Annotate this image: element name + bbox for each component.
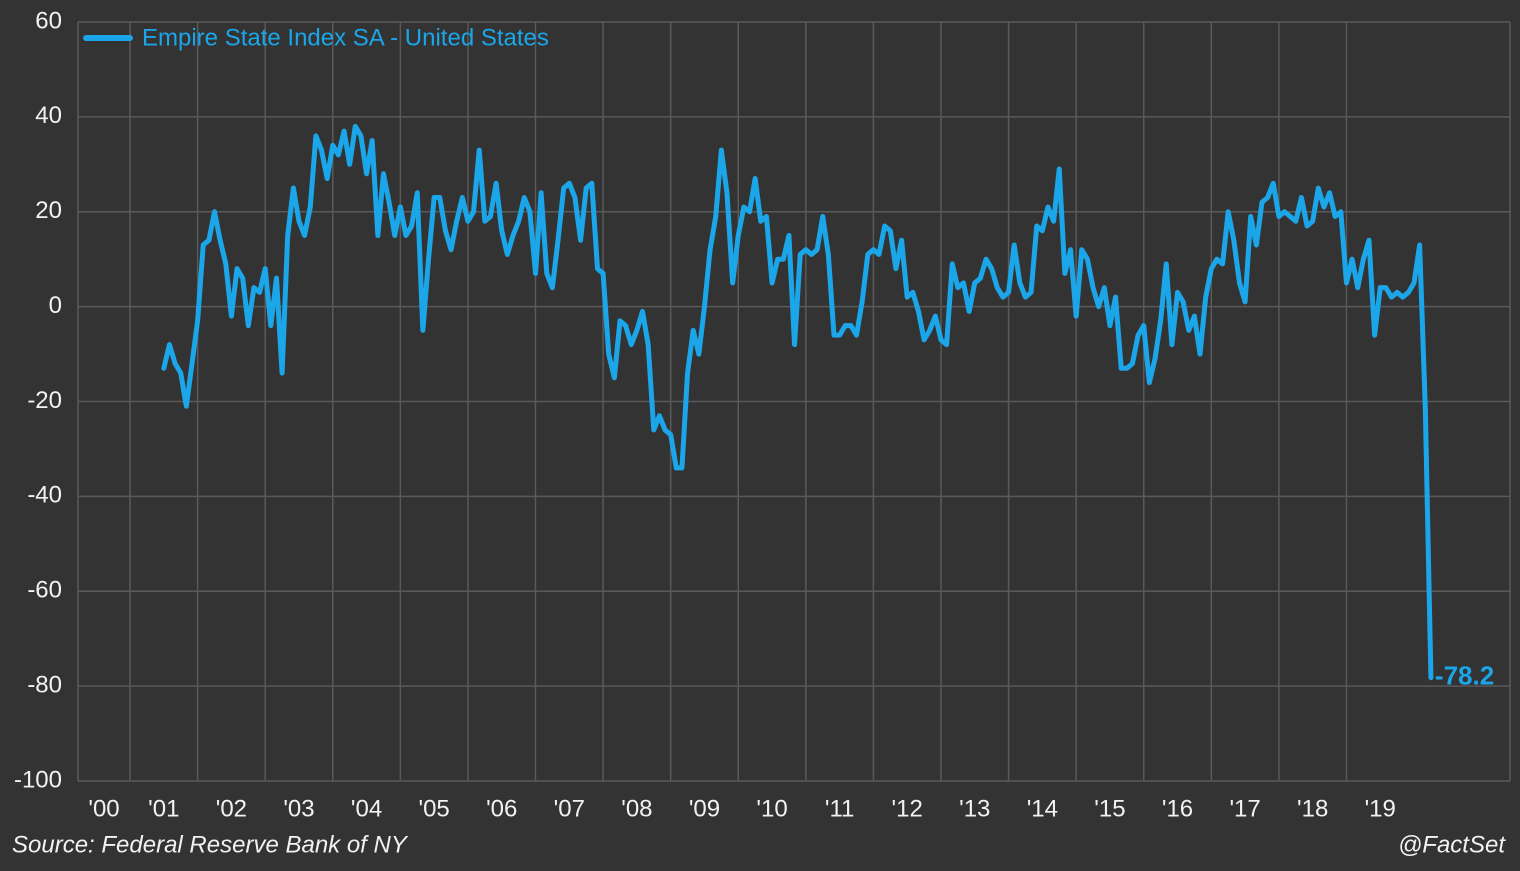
y-tick-label: -20 [27, 387, 62, 414]
y-tick-label: 20 [35, 197, 62, 224]
y-tick-label: -40 [27, 482, 62, 509]
x-tick-label: '00 [88, 795, 119, 822]
x-tick-label: '07 [554, 795, 585, 822]
x-tick-label: '01 [148, 795, 179, 822]
x-tick-label: '12 [892, 795, 923, 822]
x-tick-label: '14 [1027, 795, 1058, 822]
x-tick-label: '11 [825, 795, 855, 822]
x-tick-label: '02 [216, 795, 247, 822]
y-tick-label: 0 [49, 292, 62, 319]
x-tick-label: '16 [1162, 795, 1193, 822]
y-tick-label: -100 [14, 766, 62, 793]
legend-label: Empire State Index SA - United States [142, 24, 549, 51]
plot [161, 123, 1434, 681]
x-tick-label: '13 [959, 795, 990, 822]
y-tick-label: 60 [35, 7, 62, 34]
source: Source: Federal Reserve Bank of NY [12, 831, 409, 858]
x-tick-label: '17 [1229, 795, 1260, 822]
x-tick-label: '06 [486, 795, 517, 822]
line-series [161, 123, 1434, 681]
y-tick-label: 40 [35, 102, 62, 129]
data-label: -78.2 [1435, 660, 1494, 690]
x-tick-label: '10 [756, 795, 787, 822]
x-tick-label: '05 [419, 795, 450, 822]
y-tick-label: -80 [27, 671, 62, 698]
x-tick-label: '19 [1365, 795, 1396, 822]
x-tick-label: '09 [689, 795, 720, 822]
grid [77, 21, 1511, 782]
x-tick-label: '03 [283, 795, 314, 822]
x-tick-label: '04 [351, 795, 382, 822]
credit: @FactSet [1398, 831, 1506, 858]
y-tick-label: -60 [27, 577, 62, 604]
x-tick-label: '18 [1297, 795, 1328, 822]
x-tick-label: '08 [621, 795, 652, 822]
x-tick-label: '15 [1094, 795, 1125, 822]
